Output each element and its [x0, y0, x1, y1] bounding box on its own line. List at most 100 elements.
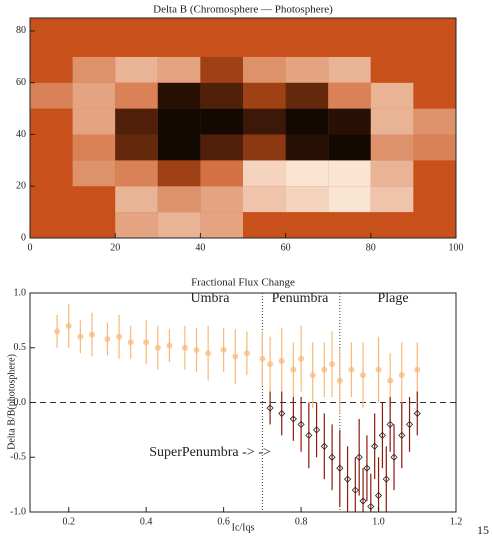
heat-cell	[157, 108, 201, 135]
heat-cell	[200, 160, 243, 187]
heat-cell	[243, 186, 286, 213]
point	[278, 409, 286, 418]
heat-cell	[200, 134, 243, 161]
heat-cell	[157, 134, 201, 161]
x-tick-label: 80	[366, 242, 376, 253]
x-tick-label: 100	[449, 242, 464, 253]
heat-cell	[413, 56, 456, 83]
heat-cell	[413, 134, 456, 161]
heat-cell	[30, 160, 73, 187]
y-tick-label: 40	[16, 129, 26, 140]
heat-cell	[370, 186, 414, 213]
y-tick-label: -1.0	[10, 506, 26, 517]
x-tick-label: 40	[195, 242, 205, 253]
heat-cell	[243, 82, 286, 109]
point	[289, 415, 297, 423]
heat-cell	[115, 160, 158, 187]
heat-cell	[285, 212, 329, 238]
y-tick-label: 0.0	[14, 397, 27, 408]
heat-cell	[413, 186, 456, 213]
heat-cell	[328, 160, 371, 187]
point	[371, 442, 379, 450]
plot-frame	[29, 292, 457, 513]
heat-cell	[157, 212, 201, 238]
point	[298, 355, 305, 362]
heat-cell	[200, 212, 243, 238]
heat-cell	[72, 186, 116, 213]
point	[116, 333, 123, 340]
heat-cell	[243, 108, 286, 135]
point	[278, 357, 285, 364]
annotation: SuperPenumbra -> ->	[149, 445, 271, 460]
point	[127, 339, 134, 346]
heat-cell	[285, 56, 329, 83]
point	[343, 475, 352, 483]
y-tick-label: 1.0	[14, 287, 27, 298]
heat-cell	[72, 56, 116, 83]
heat-cell	[200, 186, 243, 213]
x-tick-label: 0.8	[295, 516, 308, 527]
point	[374, 492, 383, 500]
heat-cell	[115, 186, 158, 213]
heat-cell	[413, 108, 456, 135]
point	[355, 453, 363, 461]
heat-cell	[157, 56, 201, 83]
heat-cell	[413, 82, 456, 109]
point	[65, 322, 72, 329]
x-tick-label: 0	[28, 242, 33, 253]
point	[166, 342, 173, 349]
point	[154, 344, 161, 351]
heat-cell	[157, 160, 201, 187]
point	[336, 464, 344, 472]
x-tick-label: 0.4	[140, 516, 153, 527]
heat-cell	[115, 134, 158, 161]
heat-cell	[328, 134, 371, 161]
heat-cell	[370, 18, 414, 57]
x-tick-label: 1.2	[450, 516, 463, 527]
point	[305, 431, 313, 439]
heat-cell	[157, 18, 201, 57]
heat-cell	[72, 160, 116, 187]
y-axis-label: Delta B/B(photosphere)	[6, 354, 17, 450]
heat-cell	[72, 18, 116, 57]
point	[309, 372, 316, 379]
point	[193, 346, 200, 353]
y-tick-label: 60	[16, 77, 26, 88]
point	[336, 377, 343, 384]
point	[232, 353, 239, 360]
annotation: Plage	[377, 291, 408, 306]
heat-cell	[115, 82, 158, 109]
point	[360, 372, 367, 379]
point	[382, 475, 390, 483]
point	[328, 453, 336, 461]
heat-cell	[370, 212, 414, 238]
heat-cell	[243, 212, 286, 238]
point	[359, 497, 367, 505]
point	[181, 344, 188, 351]
x-axis-label: Ic/Iqs	[232, 522, 255, 533]
point	[398, 372, 405, 379]
point	[321, 366, 328, 373]
heat-cell	[285, 108, 329, 135]
heat-cell	[200, 18, 243, 57]
point	[297, 420, 305, 428]
y-tick-label: 0.5	[14, 342, 27, 353]
heat-cell	[115, 56, 158, 83]
annotation: Umbra	[191, 291, 231, 306]
heat-cell	[30, 212, 73, 238]
heat-cell	[115, 108, 158, 135]
point	[414, 366, 421, 373]
heat-cell	[200, 82, 243, 109]
point	[290, 366, 297, 373]
heat-cell	[370, 160, 414, 187]
heat-cell	[72, 108, 116, 135]
point	[329, 361, 336, 368]
heat-cell	[328, 108, 371, 135]
heat-cell	[413, 18, 456, 57]
heat-cell	[328, 82, 371, 109]
point	[390, 453, 398, 461]
heat-cell	[285, 186, 329, 213]
point	[351, 486, 359, 494]
heat-cell	[243, 134, 286, 161]
